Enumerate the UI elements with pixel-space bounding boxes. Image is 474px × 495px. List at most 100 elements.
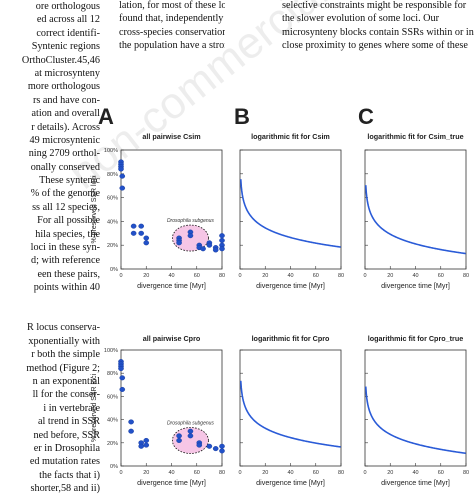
chart-title: all pairwise Csim <box>142 132 200 141</box>
x-tick-label: 80 <box>338 470 344 476</box>
x-tick-label: 40 <box>287 470 293 476</box>
x-tick-label: 60 <box>194 273 200 279</box>
text-line: een these pairs, <box>37 268 100 280</box>
x-axis-label: divergence time [Myr] <box>381 281 450 290</box>
x-tick-label: 20 <box>262 470 268 476</box>
data-point <box>187 233 194 239</box>
x-tick-label: 40 <box>287 273 293 279</box>
text-line: n an exponential <box>32 375 100 387</box>
x-tick-label: 80 <box>463 273 469 279</box>
x-tick-label: 20 <box>262 273 268 279</box>
text-line: loci in these syn- <box>30 242 100 254</box>
text-line: the facts that i) <box>39 469 100 481</box>
chart-title: logarithmic fit for Cpro <box>252 334 330 343</box>
x-tick-label: 60 <box>313 273 319 279</box>
x-axis-label: divergence time [Myr] <box>137 478 206 487</box>
y-tick-label: 80% <box>107 371 118 377</box>
data-point <box>200 246 206 252</box>
data-point <box>119 185 126 191</box>
text-line: ed mutation rates <box>29 456 100 468</box>
text-line: cross-species conservation, most SSR loc… <box>119 26 225 38</box>
data-point <box>128 428 134 434</box>
text-column-middle: lation, for most of these loci (Figure 3… <box>119 0 225 53</box>
y-tick-label: 80% <box>107 172 118 178</box>
text-line: found that, independently from the degre… <box>119 13 225 25</box>
text-line: method (Figure 2; <box>26 362 100 374</box>
plot-frame <box>120 349 223 467</box>
text-line: points within 40 <box>33 282 100 294</box>
x-tick-label: 80 <box>219 273 225 279</box>
text-line: er in Drosophila <box>33 442 100 454</box>
text-line: OrthoCluster.45,46 <box>21 54 100 66</box>
y-tick-label: 60% <box>107 394 118 400</box>
x-axis-label: divergence time [Myr] <box>256 478 325 487</box>
data-point <box>143 240 150 246</box>
data-point <box>219 237 225 243</box>
plot-frame <box>120 149 223 270</box>
data-point <box>130 230 137 236</box>
fit-curve <box>364 185 466 255</box>
y-tick-label: 0% <box>110 464 118 470</box>
data-point <box>187 428 194 434</box>
x-tick-label: 0 <box>238 470 241 476</box>
text-line: ation and overall <box>31 108 100 120</box>
text-line: ning 2709 orthol- <box>28 148 100 160</box>
x-tick-label: 40 <box>412 273 418 279</box>
data-point <box>206 443 213 449</box>
data-point <box>118 166 124 172</box>
text-line: ss all 12 species, <box>32 201 100 213</box>
x-tick-label: 60 <box>438 470 444 476</box>
text-line: lation, for most of these loci (Figure 3… <box>119 0 225 11</box>
y-tick-label: 0% <box>110 267 118 273</box>
text-line: Syntenic regions <box>31 41 100 53</box>
data-point <box>176 437 182 443</box>
x-tick-label: 60 <box>438 273 444 279</box>
y-tick-label: 20% <box>107 243 118 249</box>
text-line: 49 microsyntenic <box>29 134 100 146</box>
x-tick-label: 80 <box>338 273 344 279</box>
data-point <box>119 173 126 179</box>
y-axis-label: % preserved SSR loci <box>91 374 98 443</box>
text-line: ned before, SSR <box>33 429 101 441</box>
chart-title: logarithmic fit for Cpro_true <box>368 334 463 343</box>
data-point <box>119 375 126 381</box>
data-point <box>138 230 144 236</box>
text-line: al trend in SSR <box>38 416 100 428</box>
text-column-right: selective constraints might be responsib… <box>282 0 474 53</box>
text-line: the slower evolution of some loci. Our <box>282 13 440 25</box>
x-axis-label: divergence time [Myr] <box>256 281 325 290</box>
data-point <box>143 442 150 448</box>
x-axis-label: divergence time [Myr] <box>381 478 450 487</box>
data-point <box>143 235 150 241</box>
text-line: xponentially with <box>28 335 100 347</box>
x-tick-label: 60 <box>313 470 319 476</box>
y-tick-label: 20% <box>107 441 118 447</box>
text-line: ed across all 12 <box>36 14 100 26</box>
data-point <box>219 448 225 454</box>
text-line: d; with reference <box>30 255 100 267</box>
x-tick-label: 0 <box>119 470 122 476</box>
ellipse-annotation: Drosophila subgenus <box>167 218 214 224</box>
text-line: the population have a strong locus conse… <box>119 40 225 52</box>
data-point <box>212 446 219 452</box>
x-tick-label: 80 <box>219 470 225 476</box>
data-point <box>138 443 144 449</box>
text-line: close proximity to genes where some of t… <box>282 40 468 52</box>
panel-letter-c: C <box>358 104 374 129</box>
x-tick-label: 0 <box>238 273 241 279</box>
fit-curve <box>364 386 466 455</box>
y-tick-label: 100% <box>104 348 118 354</box>
text-line: onally conserved <box>30 161 100 173</box>
fit-curve <box>239 380 341 448</box>
text-line: ll for the conser- <box>32 389 100 401</box>
x-tick-label: 20 <box>143 470 149 476</box>
text-line: rs and have con- <box>32 94 100 106</box>
chart-title: logarithmic fit for Csim <box>251 132 330 141</box>
x-tick-label: 40 <box>412 470 418 476</box>
data-point <box>176 240 182 246</box>
text-line: more orthologous <box>27 81 100 93</box>
data-point <box>212 247 219 253</box>
x-tick-label: 20 <box>387 470 393 476</box>
x-tick-label: 20 <box>387 273 393 279</box>
